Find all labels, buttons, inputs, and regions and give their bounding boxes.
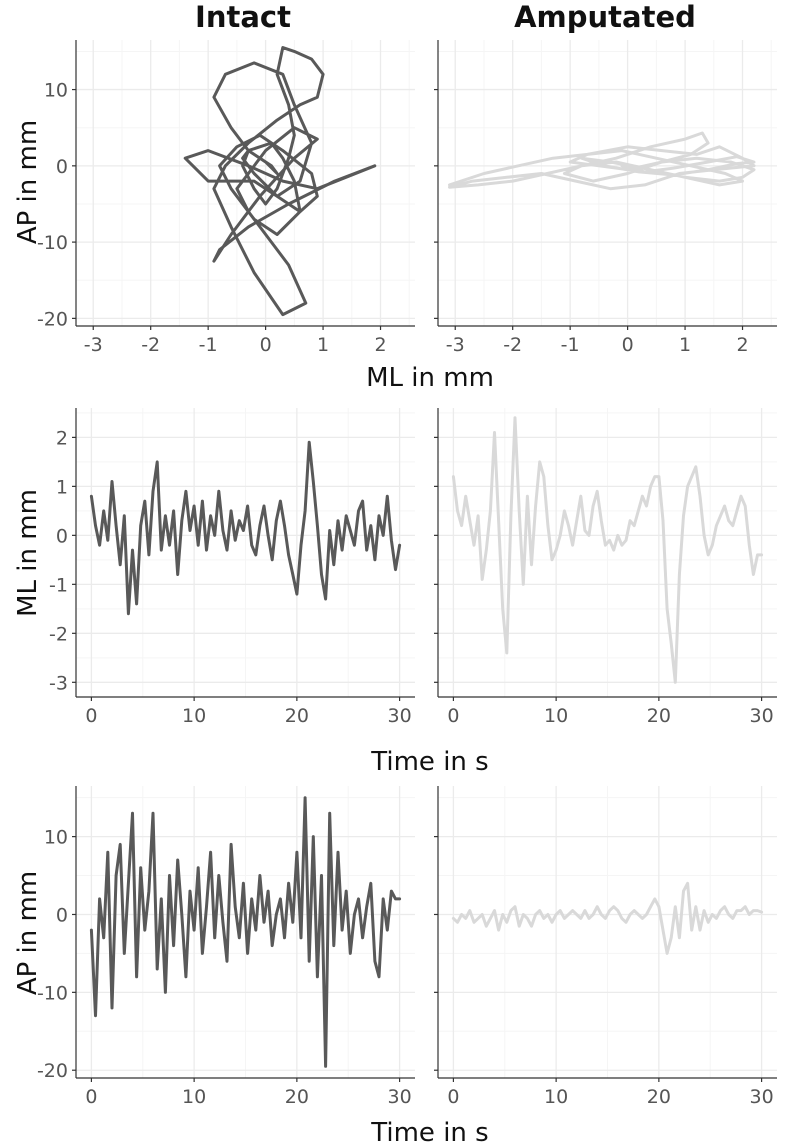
x-axis-label-row3: Time in s bbox=[370, 1118, 488, 1144]
x-tick-label: 1 bbox=[679, 334, 691, 356]
column-title-amputated: Amputated bbox=[514, 0, 696, 34]
x-axis-label-row2: Time in s bbox=[370, 747, 488, 777]
panel-amputated-ap-time: 0 10 20 30 bbox=[434, 786, 777, 1108]
panel-intact-ap-time: 0 10 20 30 -20 -10 0 10 bbox=[37, 786, 415, 1108]
y-tick-label: -1 bbox=[49, 574, 68, 596]
y-tick-label: -20 bbox=[37, 1060, 68, 1082]
y-tick-label: -10 bbox=[37, 982, 68, 1004]
x-tick-label: 0 bbox=[260, 334, 272, 356]
y-axis-label-row1: AP in mm bbox=[13, 120, 43, 244]
panel-amputated-stabilogram: -3 -2 -1 0 1 2 bbox=[434, 40, 777, 356]
y-tick-label: 0 bbox=[56, 525, 68, 547]
x-tick-label: 1 bbox=[317, 334, 329, 356]
y-tick-label: -3 bbox=[49, 672, 68, 694]
y-tick-label: -10 bbox=[37, 232, 68, 254]
y-tick-label: -2 bbox=[49, 623, 68, 645]
x-tick-label: 20 bbox=[647, 705, 671, 727]
series-line-amputated bbox=[451, 881, 764, 955]
series-line-amputated bbox=[451, 416, 764, 684]
x-tick-label: -3 bbox=[84, 334, 103, 356]
x-tick-label: 30 bbox=[749, 1086, 773, 1108]
x-tick-label: 20 bbox=[647, 1086, 671, 1108]
series-line-intact bbox=[89, 796, 402, 1068]
x-tick-label: 10 bbox=[182, 1086, 206, 1108]
x-tick-label: -3 bbox=[446, 334, 465, 356]
y-tick-label: 10 bbox=[44, 827, 68, 849]
x-tick-label: -2 bbox=[503, 334, 522, 356]
x-tick-label: -2 bbox=[141, 334, 160, 356]
y-tick-label: -20 bbox=[37, 308, 68, 330]
x-axis-label-row1: ML in mm bbox=[366, 363, 494, 393]
x-tick-label: 0 bbox=[85, 1086, 97, 1108]
x-tick-label: 20 bbox=[285, 705, 309, 727]
x-tick-label: 30 bbox=[387, 1086, 411, 1108]
series-line-intact bbox=[183, 46, 377, 317]
panel-amputated-ml-time: 0 10 20 30 bbox=[434, 408, 777, 727]
series-line-intact bbox=[89, 440, 402, 616]
y-tick-label: 0 bbox=[56, 156, 68, 178]
x-tick-label: 0 bbox=[447, 1086, 459, 1108]
x-tick-label: -1 bbox=[199, 334, 218, 356]
column-title-intact: Intact bbox=[195, 0, 291, 34]
x-tick-label: -1 bbox=[561, 334, 580, 356]
x-tick-label: 2 bbox=[374, 334, 386, 356]
y-axis-label-row3: AP in mm bbox=[13, 871, 43, 995]
x-tick-label: 0 bbox=[85, 705, 97, 727]
panel-intact-ml-time: 0 10 20 30 -3 -2 -1 0 1 2 bbox=[49, 408, 415, 727]
y-tick-label: 1 bbox=[56, 476, 68, 498]
y-tick-label: 0 bbox=[56, 904, 68, 926]
x-tick-label: 0 bbox=[622, 334, 634, 356]
x-tick-label: 10 bbox=[182, 705, 206, 727]
x-tick-label: 30 bbox=[749, 705, 773, 727]
y-tick-label: 2 bbox=[56, 427, 68, 449]
x-tick-label: 10 bbox=[544, 705, 568, 727]
x-tick-label: 10 bbox=[544, 1086, 568, 1108]
series-line-amputated bbox=[448, 131, 756, 191]
x-tick-label: 2 bbox=[736, 334, 748, 356]
y-tick-label: 10 bbox=[44, 80, 68, 102]
x-tick-label: 30 bbox=[387, 705, 411, 727]
x-tick-label: 0 bbox=[447, 705, 459, 727]
y-axis-label-row2: ML in mm bbox=[13, 489, 43, 617]
x-tick-label: 20 bbox=[285, 1086, 309, 1108]
